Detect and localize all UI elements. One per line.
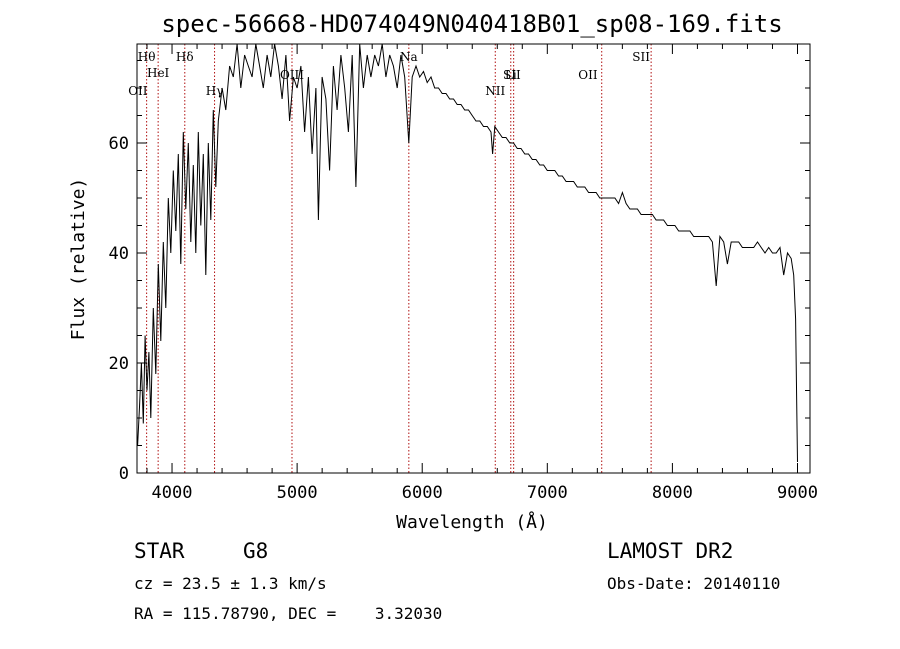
x-axis: 4000 5000 6000 7000 8000 9000 xyxy=(146,44,818,503)
plot-frame xyxy=(136,43,811,474)
y-axis-label: Flux (relative) xyxy=(68,178,89,341)
line-label: OII xyxy=(128,84,148,98)
line-label: Na xyxy=(400,50,418,64)
x-tick-label: 4000 xyxy=(152,483,193,503)
line-label: Hδ xyxy=(176,50,194,64)
line-label: Hγ xyxy=(206,84,224,98)
spectrum-line xyxy=(137,43,798,463)
object-class: STAR xyxy=(134,539,185,563)
x-tick-label: 6000 xyxy=(402,483,443,503)
line-label: Li xyxy=(505,68,517,82)
x-tick-label: 5000 xyxy=(277,483,318,503)
cz-value: cz = 23.5 ± 1.3 km/s xyxy=(134,574,327,593)
line-label: SII xyxy=(632,50,650,64)
x-axis-label: Wavelength (Å) xyxy=(396,511,548,533)
line-label: Hθ xyxy=(138,50,156,64)
y-tick-label: 40 xyxy=(109,244,129,264)
line-markers xyxy=(146,44,652,473)
line-label: SII xyxy=(503,68,521,82)
line-label: NII xyxy=(485,84,505,98)
line-label: HeI xyxy=(147,66,170,80)
x-tick-label: 9000 xyxy=(777,483,818,503)
x-tick-label: 8000 xyxy=(652,483,693,503)
ra-dec-value: RA = 115.78790, DEC = 3.32030 xyxy=(134,604,443,623)
x-tick-label: 7000 xyxy=(527,483,568,503)
y-tick-label: 60 xyxy=(109,134,129,154)
object-subclass: G8 xyxy=(243,539,269,563)
line-label: OII xyxy=(578,68,598,82)
chart-title: spec-56668-HD074049N040418B01_sp08-169.f… xyxy=(161,10,782,38)
y-tick-label: 0 xyxy=(119,464,129,484)
obs-date: Obs-Date: 20140110 xyxy=(607,574,781,593)
line-label: OIII xyxy=(280,68,304,82)
spectrum-series xyxy=(137,43,798,463)
survey-name: LAMOST DR2 xyxy=(607,539,734,563)
y-tick-label: 20 xyxy=(109,354,129,374)
y-axis: 0 20 40 60 xyxy=(109,60,810,484)
